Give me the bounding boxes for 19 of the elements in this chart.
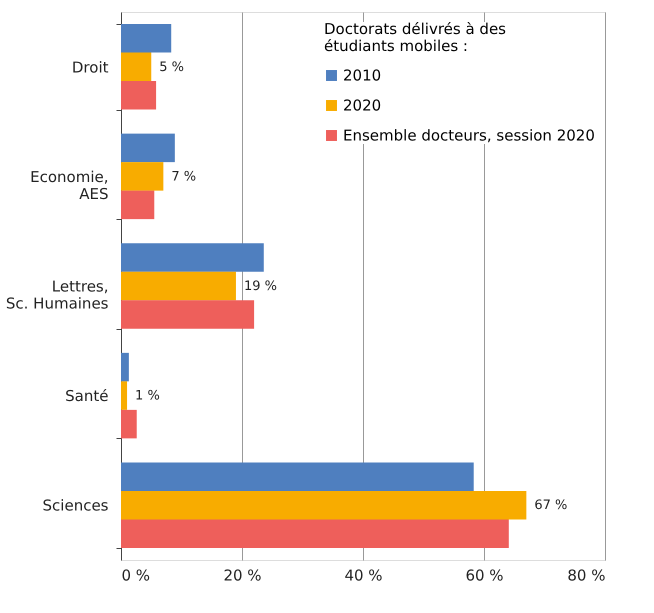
data-label: 19 %: [244, 279, 277, 294]
y-tick-label: Sciences: [42, 496, 109, 515]
x-tick-label: 60 %: [465, 566, 504, 584]
data-label: 5 %: [159, 60, 184, 75]
data-label: 67 %: [534, 498, 568, 514]
legend-label: 2020: [343, 96, 382, 114]
y-tick-label: Lettres, Sc. Humaines: [6, 278, 109, 312]
x-tick-label: 20 %: [223, 566, 262, 584]
y-tick-label: Droit: [72, 58, 109, 76]
x-tick-label: 40 %: [344, 566, 383, 584]
y-tick-label: Santé: [65, 387, 108, 406]
legend-label: Ensemble docteurs, session 2020: [343, 126, 595, 144]
data-label: 1 %: [135, 388, 160, 404]
x-tick-label: 0 %: [122, 566, 150, 584]
data-label: 7 %: [171, 169, 196, 184]
x-tick-label: 80 %: [567, 566, 606, 584]
y-tick-label: Economie, AES: [30, 168, 108, 203]
legend-label: 2010: [343, 66, 382, 84]
legend-title: Doctorats délivrés à des étudiants mobiles :: [324, 20, 506, 55]
